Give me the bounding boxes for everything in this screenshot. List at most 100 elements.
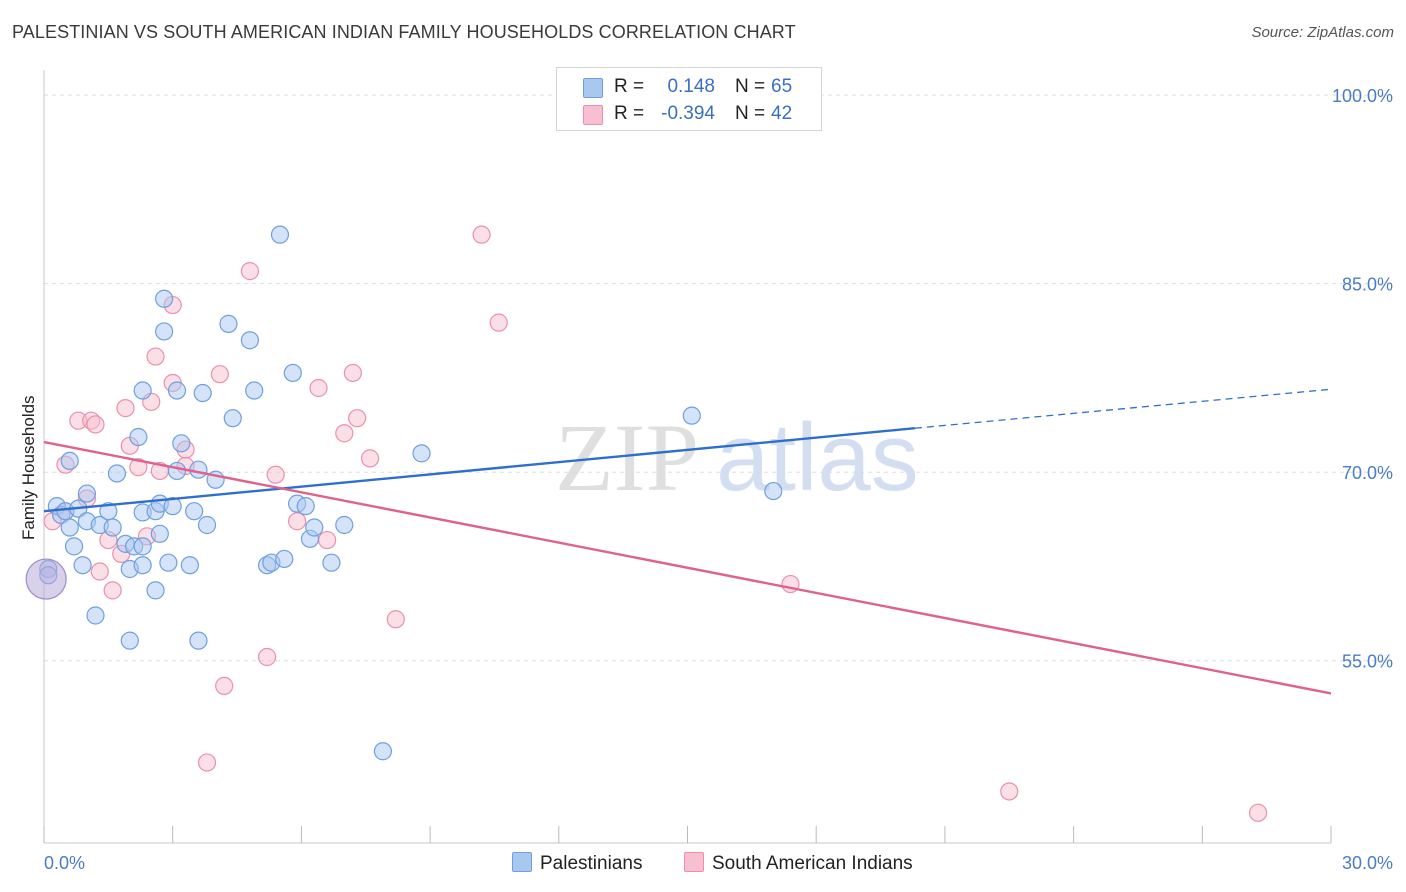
south-american-indian-point xyxy=(129,458,148,477)
palestinian-point xyxy=(682,406,701,425)
south-american-indian-point xyxy=(343,363,362,383)
palestinian-point xyxy=(167,461,187,481)
south-american-indian-point xyxy=(472,225,491,244)
palestinian-point xyxy=(167,381,187,400)
palestinian-point xyxy=(133,537,152,556)
y-tick-label: 70.0% xyxy=(1342,463,1393,483)
y-axis-label: Family Households xyxy=(19,395,38,540)
legend-n-label: N = xyxy=(735,76,766,97)
legend-row-south-american-indians: R = -0.394 N = 42 xyxy=(557,101,821,127)
palestinian-point xyxy=(133,381,152,400)
palestinian-point xyxy=(305,518,324,537)
south-american-indian-point xyxy=(257,647,277,667)
legend-n-label: N = xyxy=(735,103,766,124)
south-american-indian-point xyxy=(335,424,354,443)
y-tick-label: 85.0% xyxy=(1342,275,1393,295)
palestinian-point xyxy=(283,363,302,383)
legend-r-label: R = xyxy=(614,103,645,124)
bottom-legend-south-american-indians: South American Indians xyxy=(684,852,913,875)
palestinian-point xyxy=(296,497,315,516)
south-american-indian-point xyxy=(348,409,367,428)
legend-n-value: 65 xyxy=(771,76,793,97)
palestinian-point xyxy=(245,381,264,400)
palestinian-point xyxy=(64,537,84,556)
palestinian-point xyxy=(270,225,290,244)
palestinian-point xyxy=(77,484,97,503)
y-tick-label: 55.0% xyxy=(1342,652,1393,672)
palestinian-point xyxy=(189,631,208,650)
south-american-indian-point xyxy=(386,610,405,629)
south-american-indian-point xyxy=(309,378,328,398)
palestinian-point xyxy=(197,515,217,535)
palestinian-point xyxy=(219,314,238,333)
south-american-indian-point xyxy=(103,581,122,600)
palestinians-trend-line xyxy=(43,427,915,513)
palestinian-point xyxy=(150,524,169,543)
palestinian-point xyxy=(764,481,783,501)
large-point xyxy=(25,558,67,600)
palestinian-point xyxy=(103,518,122,537)
palestinian-point xyxy=(185,502,204,521)
south-american-indian-point xyxy=(318,530,337,550)
palestinian-point xyxy=(180,556,199,575)
legend-n-value: 42 xyxy=(771,103,793,124)
palestinian-point xyxy=(120,631,139,650)
south-american-indian-point xyxy=(1000,782,1019,801)
palestinian-point xyxy=(146,581,165,600)
palestinians-points xyxy=(25,225,783,761)
south-american-indian-point xyxy=(197,753,217,772)
palestinian-point xyxy=(86,606,105,625)
palestinian-point xyxy=(133,556,152,575)
palestinian-point xyxy=(275,549,294,569)
south-american-indian-point xyxy=(116,399,135,418)
south-american-indian-point xyxy=(288,512,307,531)
palestinian-point xyxy=(223,409,242,428)
y-tick-label: 100.0% xyxy=(1332,86,1393,106)
source-label: Source: ZipAtlas.com xyxy=(1251,24,1394,41)
palestinian-point xyxy=(159,553,178,572)
palestinian-point xyxy=(60,451,79,470)
palestinian-point xyxy=(163,497,182,516)
watermark-zip: ZIP xyxy=(555,404,699,511)
palestinian-point xyxy=(155,289,174,308)
palestinian-point xyxy=(189,460,208,479)
south-american-indian-point xyxy=(489,313,508,332)
axes xyxy=(43,70,1332,844)
palestinian-point xyxy=(240,331,260,350)
legend-swatch-blue xyxy=(583,78,603,98)
watermark: ZIP atlas xyxy=(555,404,919,511)
bottom-legend-swatch-blue xyxy=(512,852,532,872)
correlation-legend: R = 0.148 N = 65 R = -0.394 N = 42 xyxy=(556,67,822,131)
south-american-indian-point xyxy=(90,562,109,581)
bottom-legend-label: Palestinians xyxy=(540,853,643,874)
palestinian-point xyxy=(73,556,92,575)
south-american-indian-point xyxy=(215,676,234,695)
south-american-indians-trend-line xyxy=(43,440,1332,695)
legend-r-label: R = xyxy=(614,76,645,97)
palestinian-point xyxy=(60,518,79,537)
south-american-indian-point xyxy=(266,465,285,484)
palestinian-point xyxy=(193,383,212,403)
palestinians-trend-extension xyxy=(914,388,1332,429)
bottom-legend-swatch-pink xyxy=(684,852,704,872)
bottom-legend-label: South American Indians xyxy=(712,853,913,874)
south-american-indian-point xyxy=(240,262,260,281)
palestinian-point xyxy=(412,444,431,463)
grid-lines xyxy=(44,94,1392,662)
palestinian-point xyxy=(322,553,341,572)
tick-labels: 55.0% 70.0% 85.0% 100.0% 0.0% 30.0% xyxy=(44,86,1393,873)
south-american-indian-point xyxy=(210,365,229,384)
south-american-indian-point xyxy=(1248,803,1268,822)
bottom-legend-palestinians: Palestinians xyxy=(512,852,642,875)
legend-r-value: -0.394 xyxy=(661,103,715,124)
south-american-indian-point xyxy=(86,415,105,434)
south-american-indian-point xyxy=(360,449,380,468)
legend-swatch-pink xyxy=(583,105,603,125)
chart-title: PALESTINIAN VS SOUTH AMERICAN INDIAN FAM… xyxy=(12,22,796,42)
palestinian-point xyxy=(373,742,393,761)
x-tick-label: 30.0% xyxy=(1342,853,1393,873)
south-american-indian-point xyxy=(146,347,165,366)
legend-r-value: 0.148 xyxy=(667,76,715,97)
legend-row-palestinians: R = 0.148 N = 65 xyxy=(557,74,821,100)
